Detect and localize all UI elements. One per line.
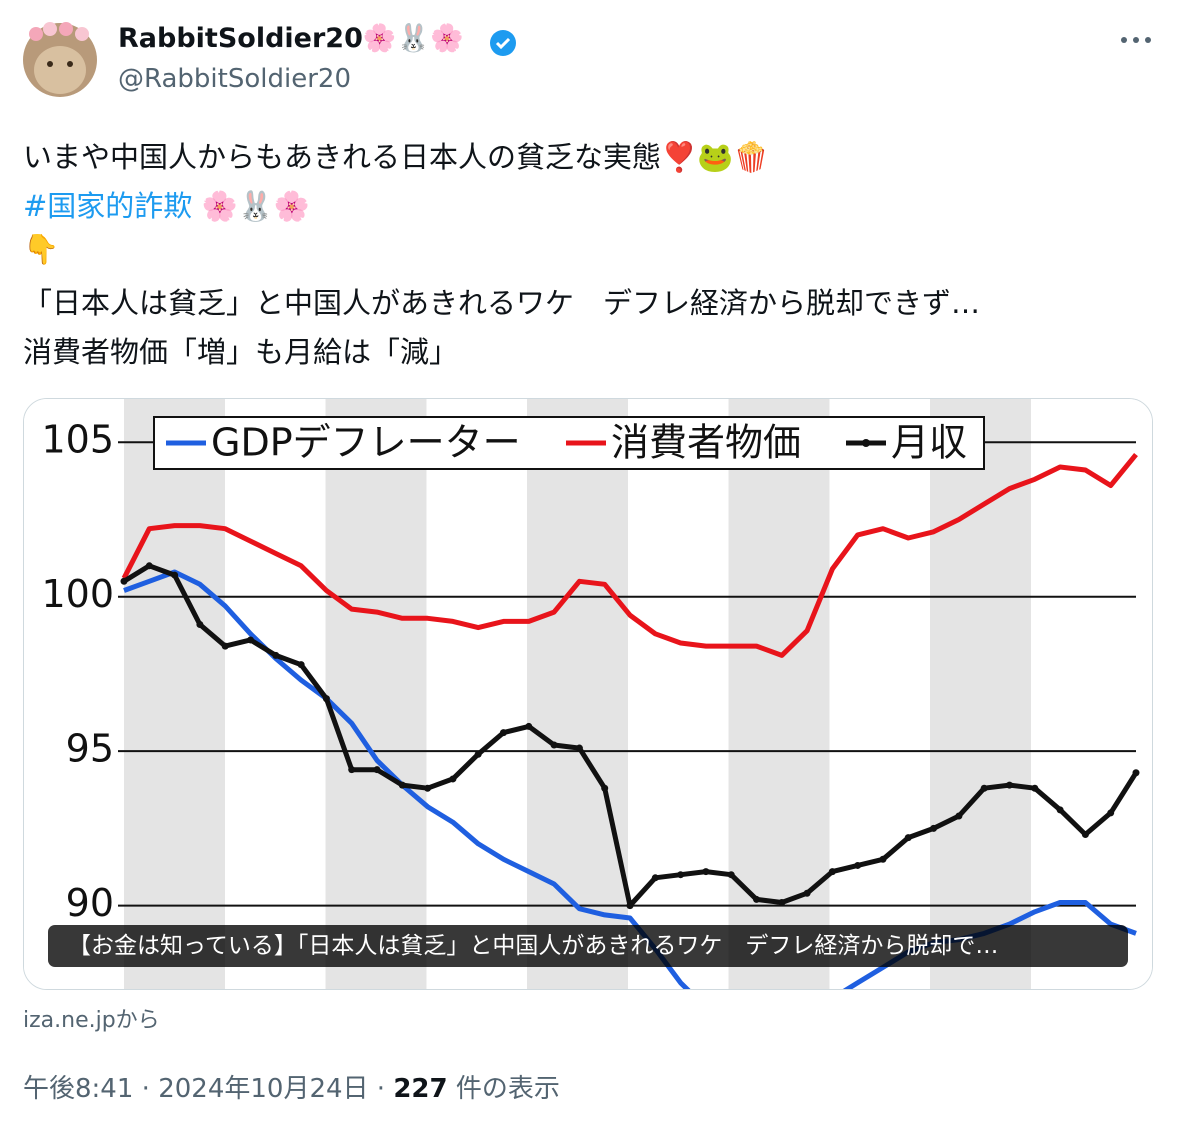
data-point — [1132, 769, 1140, 777]
data-point — [322, 695, 330, 703]
data-point — [550, 741, 558, 749]
chart: 90 95 100 105 GDPデフレーター 消費者物価 月収 — [24, 399, 1152, 989]
hashtag[interactable]: #国家的詐欺 — [23, 189, 193, 223]
tweet-text: 「日本人は貧乏」と中国人があきれるワケ デフレ経済から脱却できず… — [23, 286, 981, 320]
stripe — [325, 399, 427, 989]
data-point — [196, 620, 204, 628]
data-point — [500, 729, 507, 737]
data-point — [601, 784, 609, 792]
data-point — [221, 642, 229, 650]
separator: · — [141, 1074, 150, 1104]
tweet-text: 消費者物価「増」も月給は「減」 — [23, 335, 459, 369]
data-point — [247, 636, 254, 644]
data-point — [1031, 784, 1039, 792]
data-point — [474, 750, 482, 758]
time[interactable]: 午後8:41 — [23, 1074, 134, 1104]
data-point — [1081, 831, 1089, 839]
data-point — [955, 812, 963, 820]
y-tick-label: 90 — [66, 881, 114, 925]
data-point — [297, 661, 305, 669]
data-point — [651, 874, 659, 882]
data-line — [121, 453, 1138, 658]
stripe — [124, 399, 225, 989]
card-caption: 【お金は知っている】「日本人は貧乏」と中国人があきれるワケ デフレ経済から脱却で… — [48, 925, 1128, 967]
emoji: 👇 — [23, 232, 60, 266]
data-point — [373, 766, 381, 774]
data-point — [1056, 806, 1064, 814]
data-point — [575, 744, 583, 752]
tweet-text: いまや中国人からもあきれる日本人の貧乏な実態❣️🐸🍿 — [23, 140, 770, 174]
y-tick-label: 105 — [41, 418, 114, 462]
data-point — [778, 899, 786, 907]
data-point — [803, 889, 811, 897]
data-point — [753, 895, 760, 903]
verified-badge — [490, 30, 516, 56]
display-name[interactable]: RabbitSoldier20🌸🐰🌸 — [118, 23, 464, 54]
view-label: 件の表示 — [455, 1074, 560, 1104]
legend-label: 月収 — [891, 421, 967, 465]
tweet-text: #国家的詐欺 🌸🐰🌸 — [23, 183, 310, 225]
data-point — [120, 577, 128, 585]
data-point — [727, 871, 735, 879]
legend-label: 消費者物価 — [611, 421, 801, 465]
separator: · — [376, 1074, 386, 1104]
legend-marker — [862, 439, 870, 447]
handle[interactable]: @RabbitSoldier20 — [118, 64, 351, 94]
data-point — [171, 571, 179, 579]
link-card[interactable]: 90 95 100 105 GDPデフレーター 消費者物価 月収 【お金は知っている】「日本… — [23, 398, 1153, 990]
data-point — [348, 766, 356, 774]
y-tick-label: 100 — [41, 572, 114, 616]
data-point — [1107, 809, 1115, 817]
data-point — [424, 784, 432, 792]
legend-label: GDPデフレーター — [211, 421, 521, 465]
data-point — [525, 722, 533, 730]
data-point — [677, 871, 685, 879]
data-point — [272, 651, 280, 659]
stripe — [527, 399, 628, 989]
legend: GDPデフレーター 消費者物価 月収 — [153, 416, 985, 470]
card-source[interactable]: iza.ne.jpから — [23, 1008, 160, 1033]
emoji: 🌸🐰🌸 — [201, 189, 310, 223]
data-point — [879, 855, 887, 863]
view-count: 227 — [393, 1074, 448, 1104]
tweet-meta: 午後8:41 · 2024年10月24日 · 227 件の表示 — [23, 1068, 560, 1105]
data-point — [828, 868, 836, 876]
data-point — [1006, 781, 1013, 789]
data-point — [904, 834, 912, 842]
data-point — [449, 775, 457, 783]
more-button[interactable] — [1118, 30, 1154, 50]
stripe — [930, 399, 1031, 989]
y-tick-label: 95 — [66, 727, 114, 771]
data-point — [398, 781, 406, 789]
data-point — [980, 784, 988, 792]
date[interactable]: 2024年10月24日 — [158, 1074, 369, 1104]
data-point — [145, 562, 153, 570]
data-point — [854, 861, 862, 869]
plot — [120, 453, 1140, 989]
data-point — [702, 868, 710, 876]
avatar[interactable] — [22, 20, 100, 100]
data-point — [626, 902, 634, 910]
data-point — [930, 824, 938, 832]
